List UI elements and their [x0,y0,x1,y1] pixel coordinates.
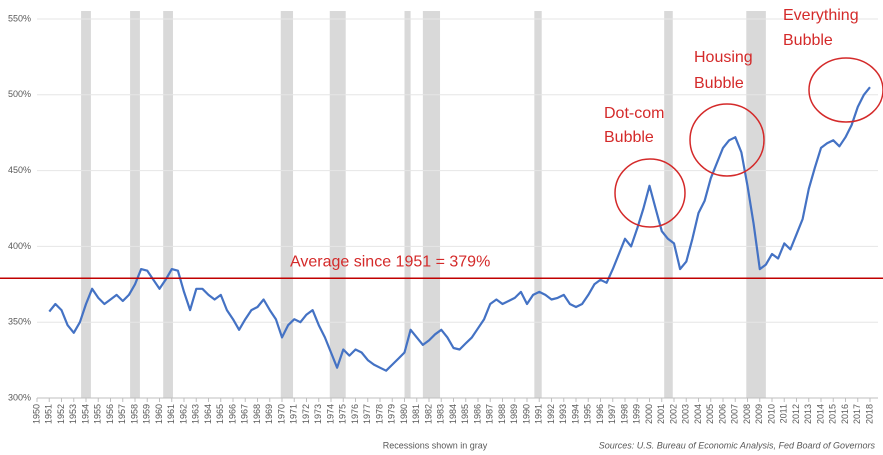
x-tick-label: 1979 [387,404,397,424]
x-tick-label: 1975 [338,404,348,424]
recession-band [280,11,294,398]
x-tick-label: 2005 [705,404,715,424]
x-tick-label: 1960 [154,404,164,424]
annotation: Bubble [694,75,744,92]
annotation-circle [689,103,765,177]
x-tick-label: 1995 [583,404,593,424]
x-tick-label: 1974 [325,404,335,424]
x-tick-label: 1963 [191,404,201,424]
recession-band [163,11,173,398]
x-tick-label: 1952 [56,404,66,424]
y-tick-label: 500% [8,89,31,99]
footnote: Recessions shown in gray [383,440,488,450]
source: Sources: U.S. Bureau of Economic Analysi… [599,440,876,450]
x-tick-label: 2012 [791,404,801,424]
x-tick-label: 1956 [105,404,115,424]
x-tick-label: 2017 [852,404,862,424]
x-tick-label: 1996 [595,404,605,424]
x-tick-label: 2006 [717,404,727,424]
x-tick-label: 2001 [656,404,666,424]
x-tick-label: 2004 [693,404,703,424]
x-tick-label: 1968 [252,404,262,424]
x-tick-label: 1989 [509,404,519,424]
x-tick-label: 1976 [350,404,360,424]
x-tick-label: 1980 [399,404,409,424]
x-tick-label: 2018 [864,404,874,424]
x-tick-label: 2014 [815,404,825,424]
x-tick-label: 1966 [227,404,237,424]
x-tick-label: 1985 [460,404,470,424]
y-tick-label: 550% [8,13,31,23]
x-tick-label: 2009 [754,404,764,424]
recession-band [404,11,411,398]
x-tick-label: 2000 [644,404,654,424]
x-tick-label: 1955 [93,404,103,424]
x-tick-label: 1950 [31,404,41,424]
recession-band [746,11,766,398]
y-tick-label: 350% [8,317,31,327]
y-tick-label: 300% [8,392,31,402]
x-tick-label: 1965 [215,404,225,424]
x-tick-label: 1998 [619,404,629,424]
x-tick-label: 1991 [534,404,544,424]
x-tick-label: 1973 [313,404,323,424]
x-tick-label: 1969 [264,404,274,424]
x-tick-label: 1994 [570,404,580,424]
x-tick-label: 1958 [129,404,139,424]
recession-band [534,11,542,398]
x-tick-label: 1957 [117,404,127,424]
x-tick-label: 1993 [558,404,568,424]
x-tick-label: 1959 [142,404,152,424]
x-tick-label: 1988 [497,404,507,424]
x-tick-label: 1983 [436,404,446,424]
x-tick-label: 1971 [289,404,299,424]
annotation: Bubble [604,129,654,146]
recession-band [130,11,140,398]
annotation: Bubble [783,32,833,49]
x-tick-label: 2002 [668,404,678,424]
annotation: Everything [783,7,859,24]
average-label: Average since 1951 = 379% [290,253,490,270]
recession-band [329,11,346,398]
annotation: Housing [694,49,753,66]
x-tick-label: 1962 [178,404,188,424]
x-tick-label: 1982 [423,404,433,424]
x-tick-label: 1999 [632,404,642,424]
x-tick-label: 2003 [681,404,691,424]
recession-band [81,11,91,398]
x-tick-label: 1954 [80,404,90,424]
x-tick-label: 1978 [374,404,384,424]
annotation-circle [614,158,686,228]
x-tick-label: 2015 [828,404,838,424]
x-tick-label: 2010 [766,404,776,424]
x-tick-label: 1981 [411,404,421,424]
x-tick-label: 1992 [546,404,556,424]
annotation: Dot-com [604,105,664,122]
annotation-circle [808,57,883,123]
x-tick-label: 1961 [166,404,176,424]
x-tick-label: 2016 [840,404,850,424]
x-tick-label: 1997 [607,404,617,424]
x-tick-label: 1984 [448,404,458,424]
x-tick-label: 1951 [44,404,54,424]
x-tick-label: 2008 [742,404,752,424]
x-tick-label: 2013 [803,404,813,424]
recession-band [664,11,673,398]
x-tick-label: 1987 [485,404,495,424]
y-tick-label: 400% [8,241,31,251]
x-tick-label: 1972 [301,404,311,424]
x-tick-label: 1990 [521,404,531,424]
x-tick-label: 1970 [276,404,286,424]
x-tick-label: 2011 [779,404,789,423]
recession-band [422,11,441,398]
x-tick-label: 2007 [730,404,740,424]
x-tick-label: 1953 [68,404,78,424]
x-tick-label: 1977 [362,404,372,424]
y-tick-label: 450% [8,165,31,175]
x-tick-label: 1986 [472,404,482,424]
x-tick-label: 1964 [203,404,213,424]
series-line [48,86,871,372]
x-tick-label: 1967 [240,404,250,424]
